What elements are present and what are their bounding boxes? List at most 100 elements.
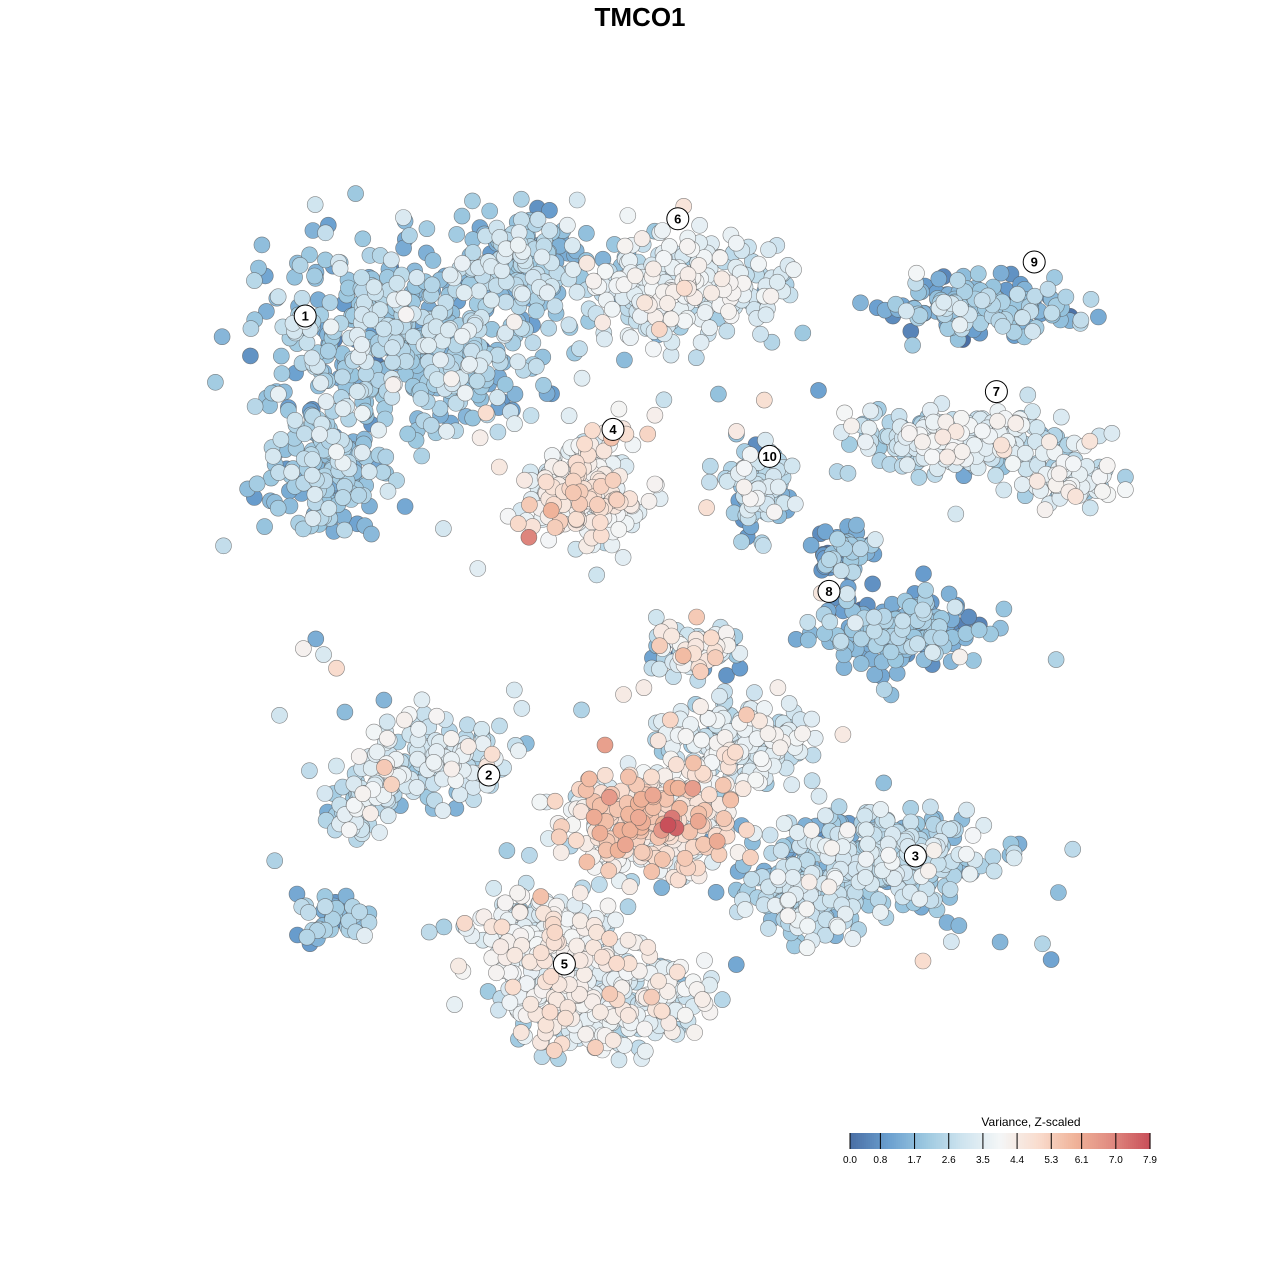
cell-point-cluster-7 — [1013, 476, 1031, 493]
cell-point — [698, 499, 715, 517]
cell-point-cluster-1 — [311, 426, 328, 443]
cell-point-cluster-1 — [453, 327, 471, 345]
cell-point-cluster-8 — [924, 643, 941, 661]
cell-point-cluster-9 — [994, 317, 1012, 335]
cell-point — [477, 404, 495, 422]
cell-point-cluster-7 — [1065, 455, 1082, 473]
cell-point-cluster-1 — [293, 289, 311, 307]
cell-point-cluster-1 — [395, 209, 412, 226]
cell-point-cluster-5 — [593, 948, 611, 966]
cell-point-cluster-7 — [923, 448, 941, 466]
cell-point-cluster-2 — [513, 700, 531, 717]
cell-point-cluster-3 — [984, 848, 1002, 866]
cell-point-cluster-5 — [591, 1003, 609, 1021]
cell-point-cluster-3 — [769, 868, 787, 886]
cell-point — [693, 731, 710, 749]
cell-point-cluster-6 — [763, 333, 781, 351]
cell-point-cluster-5 — [485, 879, 503, 897]
cell-point-cluster-6 — [626, 267, 644, 285]
cluster-label-7: 7 — [993, 384, 1000, 399]
cell-point — [356, 927, 373, 944]
cell-point-cluster-1 — [489, 423, 507, 441]
cell-point — [620, 768, 637, 786]
cell-point-cluster-4 — [614, 549, 632, 566]
cell-point-cluster-6 — [727, 234, 745, 252]
cell-point-cluster-1 — [448, 226, 466, 243]
cell-point-cluster-5 — [571, 912, 589, 930]
cell-point — [710, 385, 727, 403]
cell-point — [718, 667, 735, 684]
cell-point — [810, 382, 827, 399]
cell-point-cluster-4 — [542, 502, 560, 519]
cell-point-cluster-4 — [490, 458, 508, 476]
cell-point-cluster-1 — [213, 328, 231, 346]
cell-point-cluster-1 — [264, 447, 282, 465]
cell-point-cluster-8 — [799, 631, 817, 649]
cell-point — [834, 726, 852, 743]
cell-point-cluster-3 — [1050, 884, 1067, 901]
cell-point — [702, 629, 720, 647]
cell-point-cluster-6 — [619, 207, 637, 224]
cell-point-cluster-5 — [492, 938, 510, 956]
cell-point-cluster-1 — [399, 425, 417, 443]
cell-point-cluster-1 — [560, 316, 578, 334]
cell-point-cluster-6 — [711, 249, 729, 267]
cell-point-cluster-10 — [786, 495, 804, 513]
cell-point — [336, 521, 353, 539]
cell-point-cluster-4 — [584, 422, 601, 439]
cell-point-cluster-5 — [601, 930, 618, 947]
legend-tick-label: 7.9 — [1143, 1155, 1157, 1166]
cell-point — [769, 679, 787, 697]
cell-point-cluster-1 — [258, 303, 275, 320]
cell-point-cluster-6 — [720, 303, 737, 320]
cell-point-cluster-1 — [571, 340, 588, 358]
cell-point-cluster-1 — [248, 475, 266, 493]
cell-point-cluster-3 — [727, 956, 745, 973]
cell-point — [580, 770, 598, 788]
cell-point-cluster-6 — [603, 300, 621, 318]
cell-point-cluster-6 — [594, 314, 611, 331]
cell-point-cluster-5 — [619, 931, 637, 949]
cell-point-cluster-10 — [733, 533, 750, 551]
cell-point-cluster-3 — [780, 891, 797, 909]
cell-point-cluster-8 — [970, 621, 988, 639]
cell-point-cluster-5 — [676, 1006, 694, 1024]
cell-point-cluster-3 — [779, 907, 797, 925]
cell-point-cluster-1 — [408, 269, 426, 286]
cell-point — [692, 663, 709, 680]
cell-point-cluster-7 — [914, 433, 931, 451]
cell-point — [546, 792, 564, 810]
cell-point-cluster-1 — [246, 272, 263, 289]
cell-point-cluster-8 — [932, 629, 950, 647]
cell-point-cluster-2 — [376, 759, 393, 776]
cell-point-cluster-9 — [969, 265, 987, 283]
cell-point-cluster-1 — [489, 389, 506, 406]
cell-point-cluster-5 — [521, 846, 538, 864]
cell-point — [674, 647, 692, 665]
cell-point — [711, 687, 728, 705]
cell-point — [505, 681, 523, 699]
cell-point-cluster-5 — [446, 996, 463, 1013]
cell-point-cluster-1 — [456, 384, 474, 402]
cell-point — [647, 609, 665, 626]
cell-point-cluster-7 — [934, 428, 952, 446]
cell-point-cluster-6 — [568, 283, 586, 301]
points-layer — [207, 185, 1134, 1069]
cell-point-cluster-7 — [1067, 488, 1084, 505]
cell-point-cluster-3 — [857, 850, 875, 868]
cell-point — [780, 695, 798, 712]
cell-point-cluster-5 — [450, 957, 467, 975]
cell-point-cluster-8 — [995, 600, 1013, 618]
legend-tick-label: 5.3 — [1044, 1155, 1058, 1166]
cell-point — [1047, 651, 1065, 668]
cell-point-cluster-3 — [760, 920, 777, 937]
cell-point — [307, 630, 325, 648]
cluster-label-3: 3 — [912, 849, 919, 864]
cell-point-cluster-4 — [604, 471, 622, 489]
cell-point-cluster-1 — [568, 191, 586, 209]
cell-point-cluster-4 — [589, 496, 606, 513]
cell-point-cluster-5 — [604, 1032, 622, 1049]
cell-point-cluster-6 — [769, 273, 786, 291]
cell-point — [692, 698, 709, 715]
cell-point-cluster-1 — [418, 220, 436, 237]
